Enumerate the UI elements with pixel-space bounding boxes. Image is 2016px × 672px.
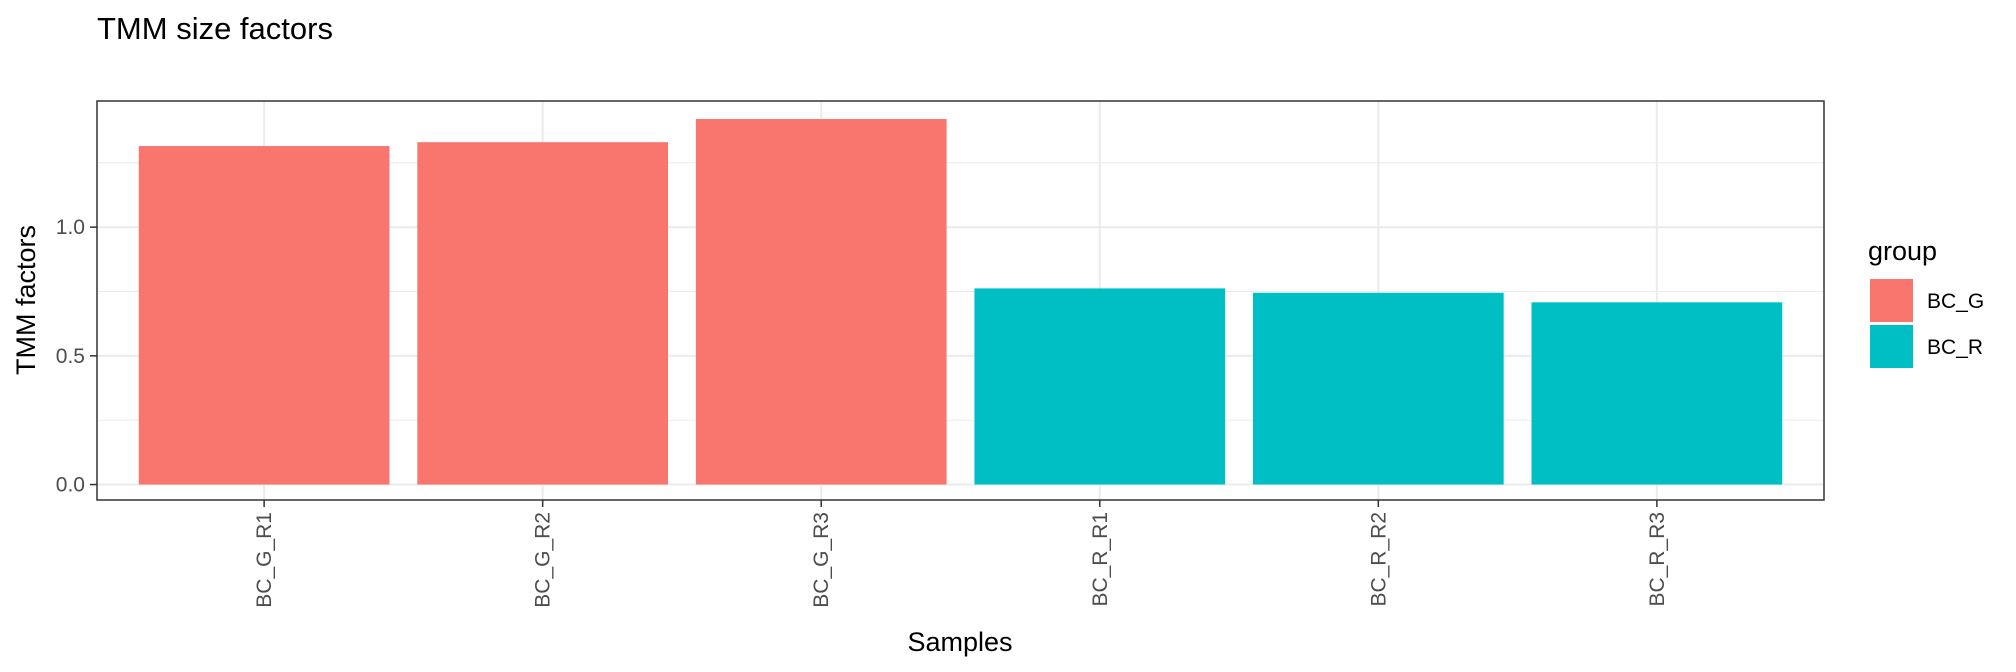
- y-tick-label: 1.0: [56, 216, 85, 239]
- x-axis: BC_G_R1 BC_G_R2 BC_G_R3 BC_R_R1 BC_R_R2 BC_R_…: [253, 500, 1669, 608]
- bars: [138, 119, 1783, 485]
- bar-bc-r-r2: [1252, 292, 1504, 485]
- x-tick-label: BC_R_R2: [1367, 512, 1390, 607]
- bar-bc-g-r2: [417, 142, 669, 485]
- x-tick-label: BC_G_R3: [810, 512, 833, 608]
- legend-key-bc-g: [1870, 279, 1913, 322]
- bar-bc-g-r1: [138, 146, 390, 485]
- x-tick-label: BC_R_R3: [1646, 512, 1669, 607]
- plot-border: [96, 100, 1825, 501]
- x-tick-label: BC_R_R1: [1089, 512, 1112, 607]
- y-tick-label: 0.0: [56, 474, 85, 497]
- legend-label-bc-r: BC_R: [1927, 336, 1983, 359]
- legend-key-bc-r: [1870, 325, 1913, 368]
- bar-bc-g-r3: [695, 119, 947, 485]
- y-tick-label: 0.5: [56, 345, 85, 368]
- chart-title: TMM size factors: [97, 11, 333, 46]
- x-tick-label: BC_G_R2: [532, 512, 555, 608]
- bar-bc-r-r3: [1531, 302, 1783, 485]
- x-axis-title: Samples: [907, 627, 1012, 657]
- x-tick-label: BC_G_R1: [253, 512, 276, 608]
- legend-label-bc-g: BC_G: [1927, 290, 1984, 313]
- bar-bc-r-r1: [974, 288, 1226, 485]
- legend: group BC_G BC_R: [1868, 236, 1984, 368]
- y-axis-title: TMM factors: [11, 225, 41, 375]
- legend-title: group: [1868, 236, 1937, 266]
- y-axis: 0.0 0.5 1.0: [56, 216, 97, 497]
